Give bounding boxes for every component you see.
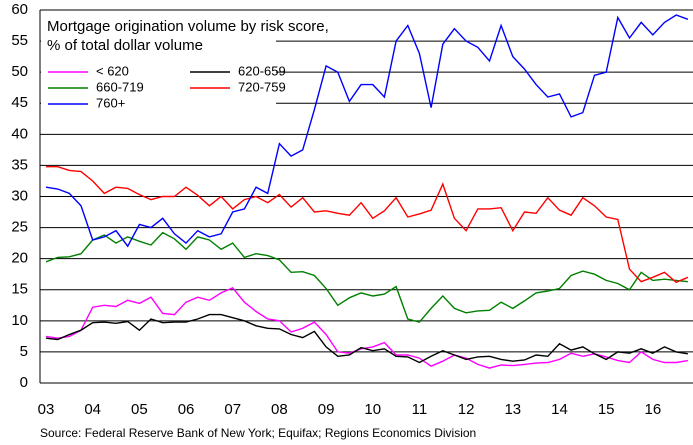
y-tick-label: 45 bbox=[11, 94, 28, 111]
legend-label: < 620 bbox=[96, 63, 129, 78]
source: Source: Federal Reserve Bank of New York… bbox=[40, 426, 476, 440]
series-line bbox=[45, 231, 688, 323]
chart-title: Mortgage origination volume by risk scor… bbox=[47, 18, 329, 35]
y-tick-label: 15 bbox=[11, 281, 28, 298]
y-tick-label: 35 bbox=[11, 156, 28, 173]
x-tick-label: 13 bbox=[504, 401, 521, 418]
legend-box bbox=[41, 11, 276, 111]
x-tick-label: 07 bbox=[224, 401, 241, 418]
chart-subtitle: % of total dollar volume bbox=[47, 37, 203, 54]
series-line bbox=[45, 287, 689, 369]
x-tick-label: 12 bbox=[458, 401, 475, 418]
x-tick-label: 16 bbox=[644, 401, 661, 418]
y-tick-label: 50 bbox=[11, 63, 28, 80]
y-tick-label: 5 bbox=[20, 343, 28, 360]
legend-label: 620-659 bbox=[238, 63, 286, 78]
series-line bbox=[46, 165, 689, 284]
x-tick-label: 03 bbox=[38, 401, 55, 418]
y-tick-label: 25 bbox=[11, 219, 28, 236]
series-line bbox=[45, 313, 689, 364]
x-tick-label: 14 bbox=[551, 401, 568, 418]
y-tick-label: 55 bbox=[11, 32, 28, 49]
legend-label: 720-759 bbox=[238, 79, 286, 94]
series-line bbox=[45, 14, 689, 248]
y-tick-label: 0 bbox=[20, 374, 28, 391]
x-tick-label: 06 bbox=[178, 401, 195, 418]
legend-label: 660-719 bbox=[96, 79, 144, 94]
x-tick-label: 15 bbox=[598, 401, 615, 418]
y-tick-label: 60 bbox=[11, 1, 28, 18]
y-tick-label: 10 bbox=[11, 312, 28, 329]
x-tick-label: 10 bbox=[364, 401, 381, 418]
x-tick-label: 09 bbox=[318, 401, 335, 418]
x-tick-label: 05 bbox=[131, 401, 148, 418]
y-tick-label: 30 bbox=[11, 187, 28, 204]
legend-label: 760+ bbox=[96, 95, 125, 110]
y-tick-label: 20 bbox=[11, 250, 28, 267]
x-tick-label: 04 bbox=[84, 401, 101, 418]
x-tick-label: 08 bbox=[271, 401, 288, 418]
y-tick-label: 40 bbox=[11, 125, 28, 142]
x-tick-label: 11 bbox=[412, 401, 428, 418]
